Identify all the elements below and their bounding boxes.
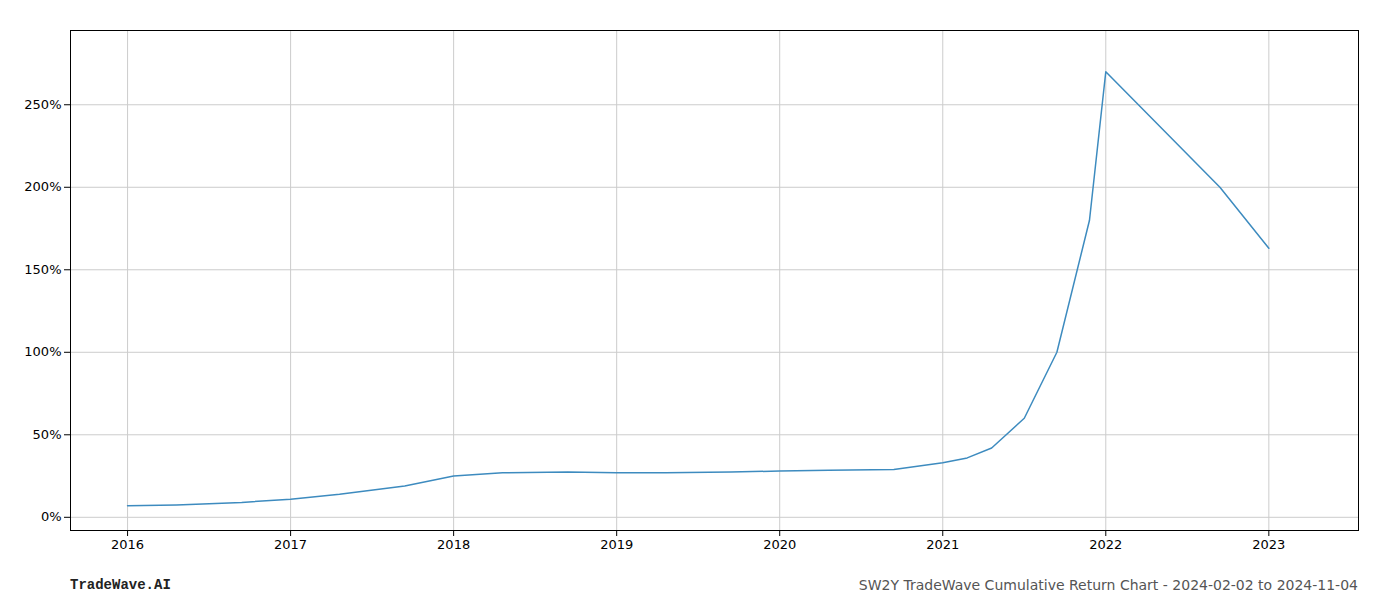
svg-text:2023: 2023	[1252, 537, 1285, 552]
svg-text:2020: 2020	[763, 537, 796, 552]
html-text:SW2Y TradeWave Cumulative Retu: SW2Y TradeWave Cumulative Return Chart -…	[858, 577, 1358, 593]
svg-text:2022: 2022	[1089, 537, 1122, 552]
svg-text:100%: 100%	[24, 344, 61, 359]
svg-text:50%: 50%	[33, 427, 62, 442]
svg-text:150%: 150%	[24, 262, 61, 277]
svg-text:2019: 2019	[600, 537, 633, 552]
svg-text:2018: 2018	[437, 537, 470, 552]
html-text:TradeWave.AI: TradeWave.AI	[70, 577, 171, 593]
svg-text:200%: 200%	[24, 179, 61, 194]
svg-text:2021: 2021	[926, 537, 959, 552]
svg-text:0%: 0%	[41, 509, 62, 524]
svg-text:2017: 2017	[274, 537, 307, 552]
svg-text:250%: 250%	[24, 97, 61, 112]
svg-text:2016: 2016	[111, 537, 144, 552]
